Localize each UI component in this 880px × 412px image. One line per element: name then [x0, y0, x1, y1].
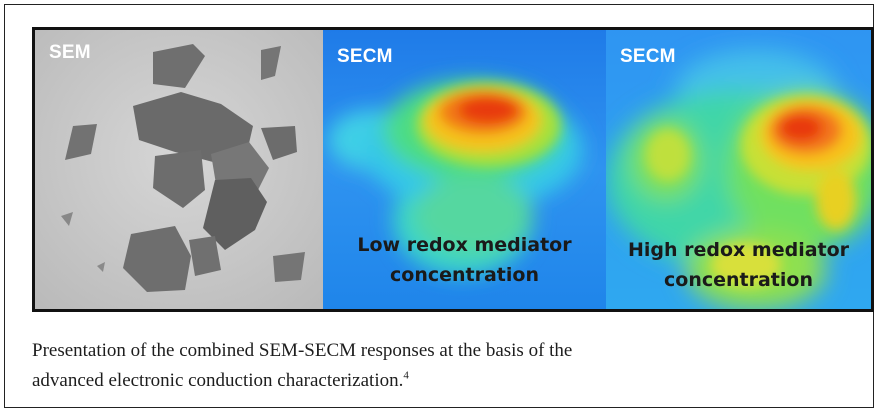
flake	[133, 92, 253, 162]
secm-low-image	[323, 30, 606, 309]
flake	[65, 124, 97, 160]
flake	[153, 150, 205, 208]
secm-low-label: SECM	[337, 46, 393, 67]
secm-low-caption: Low redox mediator concentration	[357, 234, 572, 286]
sem-panel: SEM	[35, 30, 323, 309]
secm-high-caption: High redox mediator concentration	[627, 239, 850, 291]
sem-image	[35, 30, 323, 309]
secm-high-panel: SECM High redox mediator concentration	[606, 30, 871, 309]
caption-line-2: advanced electronic conduction character…	[32, 369, 409, 391]
caption-line-1: Presentation of the combined SEM-SECM re…	[32, 340, 573, 361]
secm-low-panel: SECM Low redox mediator concentration	[323, 30, 606, 309]
flake	[189, 236, 221, 276]
secm-high-label: SECM	[620, 46, 676, 67]
speck	[97, 262, 105, 272]
flake	[203, 178, 267, 250]
figure-caption: Presentation of the combined SEM-SECM re…	[32, 336, 852, 396]
reference-marker: 4	[403, 369, 409, 382]
flake	[261, 126, 297, 160]
sem-label: SEM	[49, 42, 91, 63]
speck	[61, 212, 73, 226]
flake	[123, 226, 191, 292]
flake	[261, 46, 281, 80]
figure-frame: SEM	[4, 4, 874, 408]
flake	[273, 252, 305, 282]
flake	[153, 44, 205, 88]
secm-high-image	[606, 30, 871, 309]
image-strip: SEM	[32, 27, 874, 312]
